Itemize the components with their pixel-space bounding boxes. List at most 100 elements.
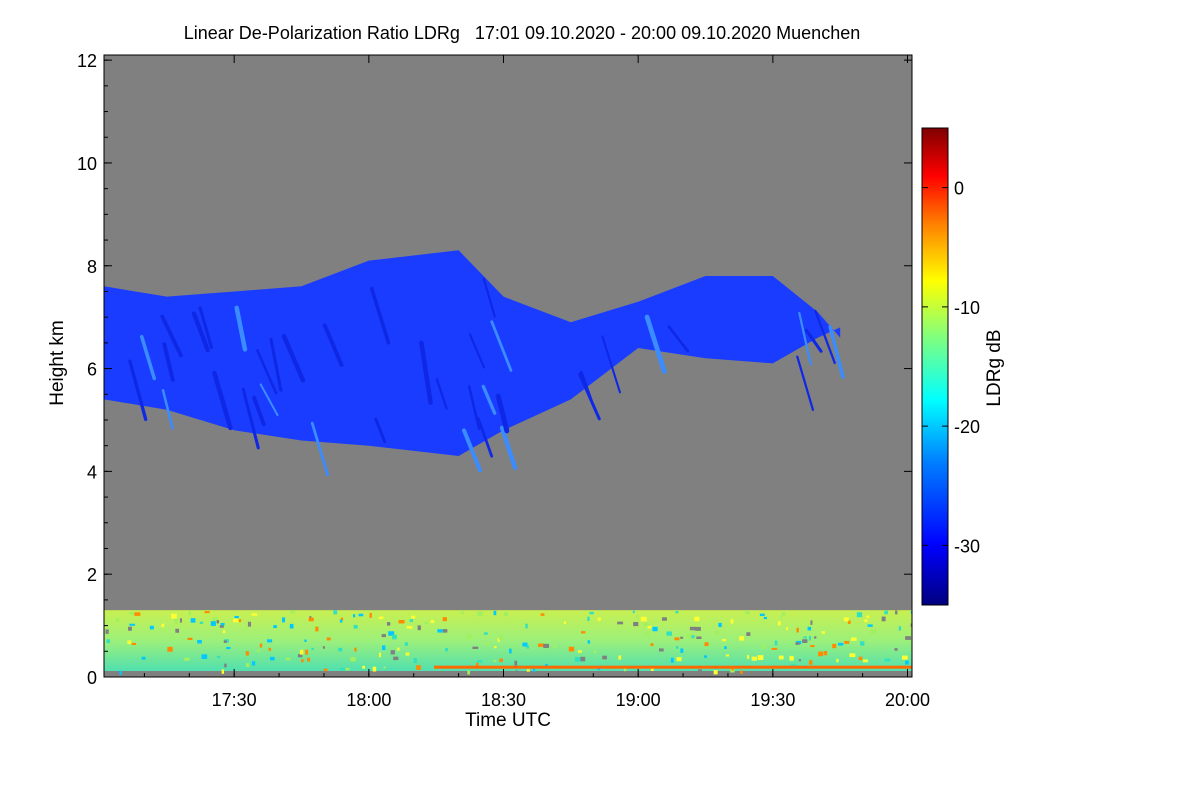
bl-speck xyxy=(437,629,443,633)
y-axis-label: Height km xyxy=(47,320,68,406)
bl-speck xyxy=(307,657,311,662)
bl-speck xyxy=(838,642,844,646)
bl-speck xyxy=(832,643,837,649)
bl-speck xyxy=(442,629,448,633)
bl-speck xyxy=(858,656,863,661)
bl-speck xyxy=(680,648,684,653)
bl-speck xyxy=(725,654,729,657)
y-tick-label-3: 6 xyxy=(87,360,97,380)
bl-speck xyxy=(315,626,319,632)
bl-speck xyxy=(308,617,314,622)
bl-speck xyxy=(593,650,597,654)
cloud-streak xyxy=(310,421,330,477)
bl-speck xyxy=(467,634,473,640)
cloud-streak xyxy=(490,320,513,372)
bl-speck xyxy=(818,651,824,657)
cloud-streak xyxy=(161,389,174,430)
bl-speck xyxy=(910,623,912,627)
bl-speck xyxy=(224,663,227,668)
bl-speck xyxy=(493,659,497,663)
bl-speck xyxy=(587,640,591,644)
bl-speck xyxy=(503,611,509,617)
bl-speck xyxy=(577,650,582,653)
bl-speck xyxy=(476,662,479,667)
bl-speck xyxy=(640,616,647,622)
bl-speck xyxy=(247,621,252,627)
bl-speck xyxy=(849,653,856,658)
bl-speck xyxy=(105,629,109,634)
cloud-streak xyxy=(234,305,248,352)
bl-speck xyxy=(643,622,650,626)
bl-speck xyxy=(199,621,204,624)
bl-speck xyxy=(650,643,654,646)
bl-speck xyxy=(704,655,707,658)
bl-speck xyxy=(498,635,503,640)
bl-speck xyxy=(141,656,146,660)
bl-speck xyxy=(131,642,137,646)
y-tick-label-0: 0 xyxy=(87,668,97,688)
bl-speck xyxy=(522,642,528,647)
x-tick-label-1: 18:00 xyxy=(346,690,391,710)
bl-speck xyxy=(245,663,250,668)
colorbar-gradient xyxy=(921,127,949,606)
bl-speck xyxy=(393,656,399,661)
bl-speck xyxy=(807,626,812,631)
bl-speck xyxy=(358,613,364,617)
bl-speck xyxy=(789,655,794,661)
bl-speck xyxy=(161,623,165,628)
cloud-streak xyxy=(281,333,306,383)
bl-speck xyxy=(216,620,220,624)
cloud-streak xyxy=(139,334,157,381)
x-axis-label: Time UTC xyxy=(465,710,551,731)
bl-speck xyxy=(405,652,410,656)
bl-speck xyxy=(297,654,303,658)
bl-speck xyxy=(526,645,530,649)
bl-speck xyxy=(388,631,395,636)
bl-speck xyxy=(172,635,175,640)
bl-speck xyxy=(864,619,868,622)
bl-speck xyxy=(894,648,898,651)
bl-speck xyxy=(866,615,870,618)
bl-speck xyxy=(413,658,417,664)
bl-speck xyxy=(718,622,722,627)
colorbar-label: LDRg dB xyxy=(984,329,1005,406)
bl-speck xyxy=(174,618,178,624)
bl-speck xyxy=(856,612,863,618)
bl-speck xyxy=(895,610,898,615)
bl-speck xyxy=(810,620,813,625)
bl-speck xyxy=(884,658,891,662)
cloud-streak xyxy=(798,311,812,366)
bl-speck xyxy=(808,660,813,665)
bl-speck xyxy=(623,667,627,672)
cloud-streak xyxy=(644,314,667,374)
bl-speck xyxy=(333,610,338,615)
cloud-streak xyxy=(259,383,279,417)
bl-speck xyxy=(739,636,745,641)
bl-speck xyxy=(493,610,497,616)
bl-speck xyxy=(901,655,908,660)
bl-speck xyxy=(836,658,839,663)
bl-speck xyxy=(881,616,886,622)
bl-speck xyxy=(210,621,216,626)
cloud-streak xyxy=(578,372,601,421)
bl-speck xyxy=(798,659,802,662)
bl-speck xyxy=(409,619,414,622)
bl-speck xyxy=(538,643,544,647)
bl-speck xyxy=(730,619,734,624)
y-tick-label-6: 12 xyxy=(77,51,97,71)
bl-speck xyxy=(285,657,291,661)
bl-speck xyxy=(714,631,720,635)
bl-speck xyxy=(633,621,639,627)
bl-speck xyxy=(416,665,421,670)
cloud-streak xyxy=(499,425,518,470)
bl-speck xyxy=(266,639,273,643)
bl-speck xyxy=(704,642,709,647)
bl-speck xyxy=(411,615,416,619)
y-tick-label-4: 8 xyxy=(87,257,97,277)
bl-speck xyxy=(442,617,447,622)
bl-speck xyxy=(281,617,286,623)
bl-speck xyxy=(430,620,435,623)
bl-speck xyxy=(127,640,132,645)
cloud-streak xyxy=(162,342,175,382)
bl-speck xyxy=(553,644,557,648)
